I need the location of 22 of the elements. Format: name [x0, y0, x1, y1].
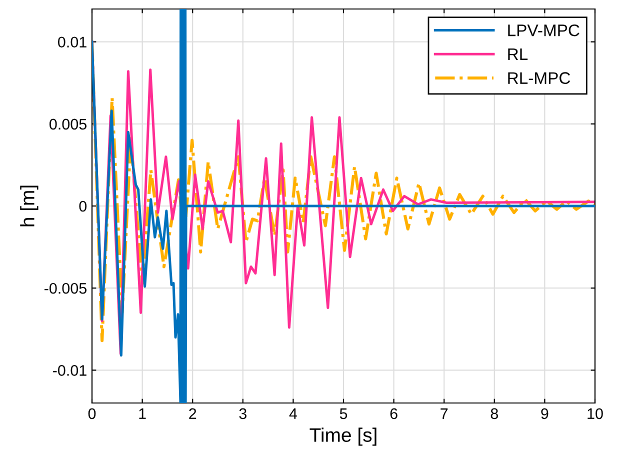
legend-label: LPV-MPC	[508, 24, 580, 36]
x-tick-label: 1	[139, 408, 146, 419]
x-tick-label: 7	[440, 408, 448, 419]
y-axis-title: h [m]	[20, 186, 38, 226]
y-tick-label: 0	[79, 200, 87, 212]
y-tick-label: 0.005	[50, 118, 86, 130]
x-tick-label: 3	[239, 408, 246, 420]
y-tick-label: -0.005	[44, 282, 87, 294]
y-tick-label: -0.01	[53, 365, 86, 376]
x-tick-label: 2	[189, 408, 196, 419]
x-tick-label: 4	[289, 408, 297, 419]
x-tick-label: 10	[588, 408, 603, 420]
x-tick-label: 0	[88, 408, 96, 420]
legend-label: RL-MPC	[508, 72, 570, 84]
x-tick-label: 8	[490, 408, 498, 420]
x-tick-label: 5	[340, 408, 348, 420]
line-series	[92, 9, 595, 403]
legend-label: RL	[508, 48, 528, 60]
x-tick-label: 6	[390, 408, 398, 420]
y-tick-label: 0.01	[58, 36, 86, 48]
x-axis-title: Time [s]	[310, 428, 376, 446]
x-tick-label: 9	[541, 408, 548, 420]
